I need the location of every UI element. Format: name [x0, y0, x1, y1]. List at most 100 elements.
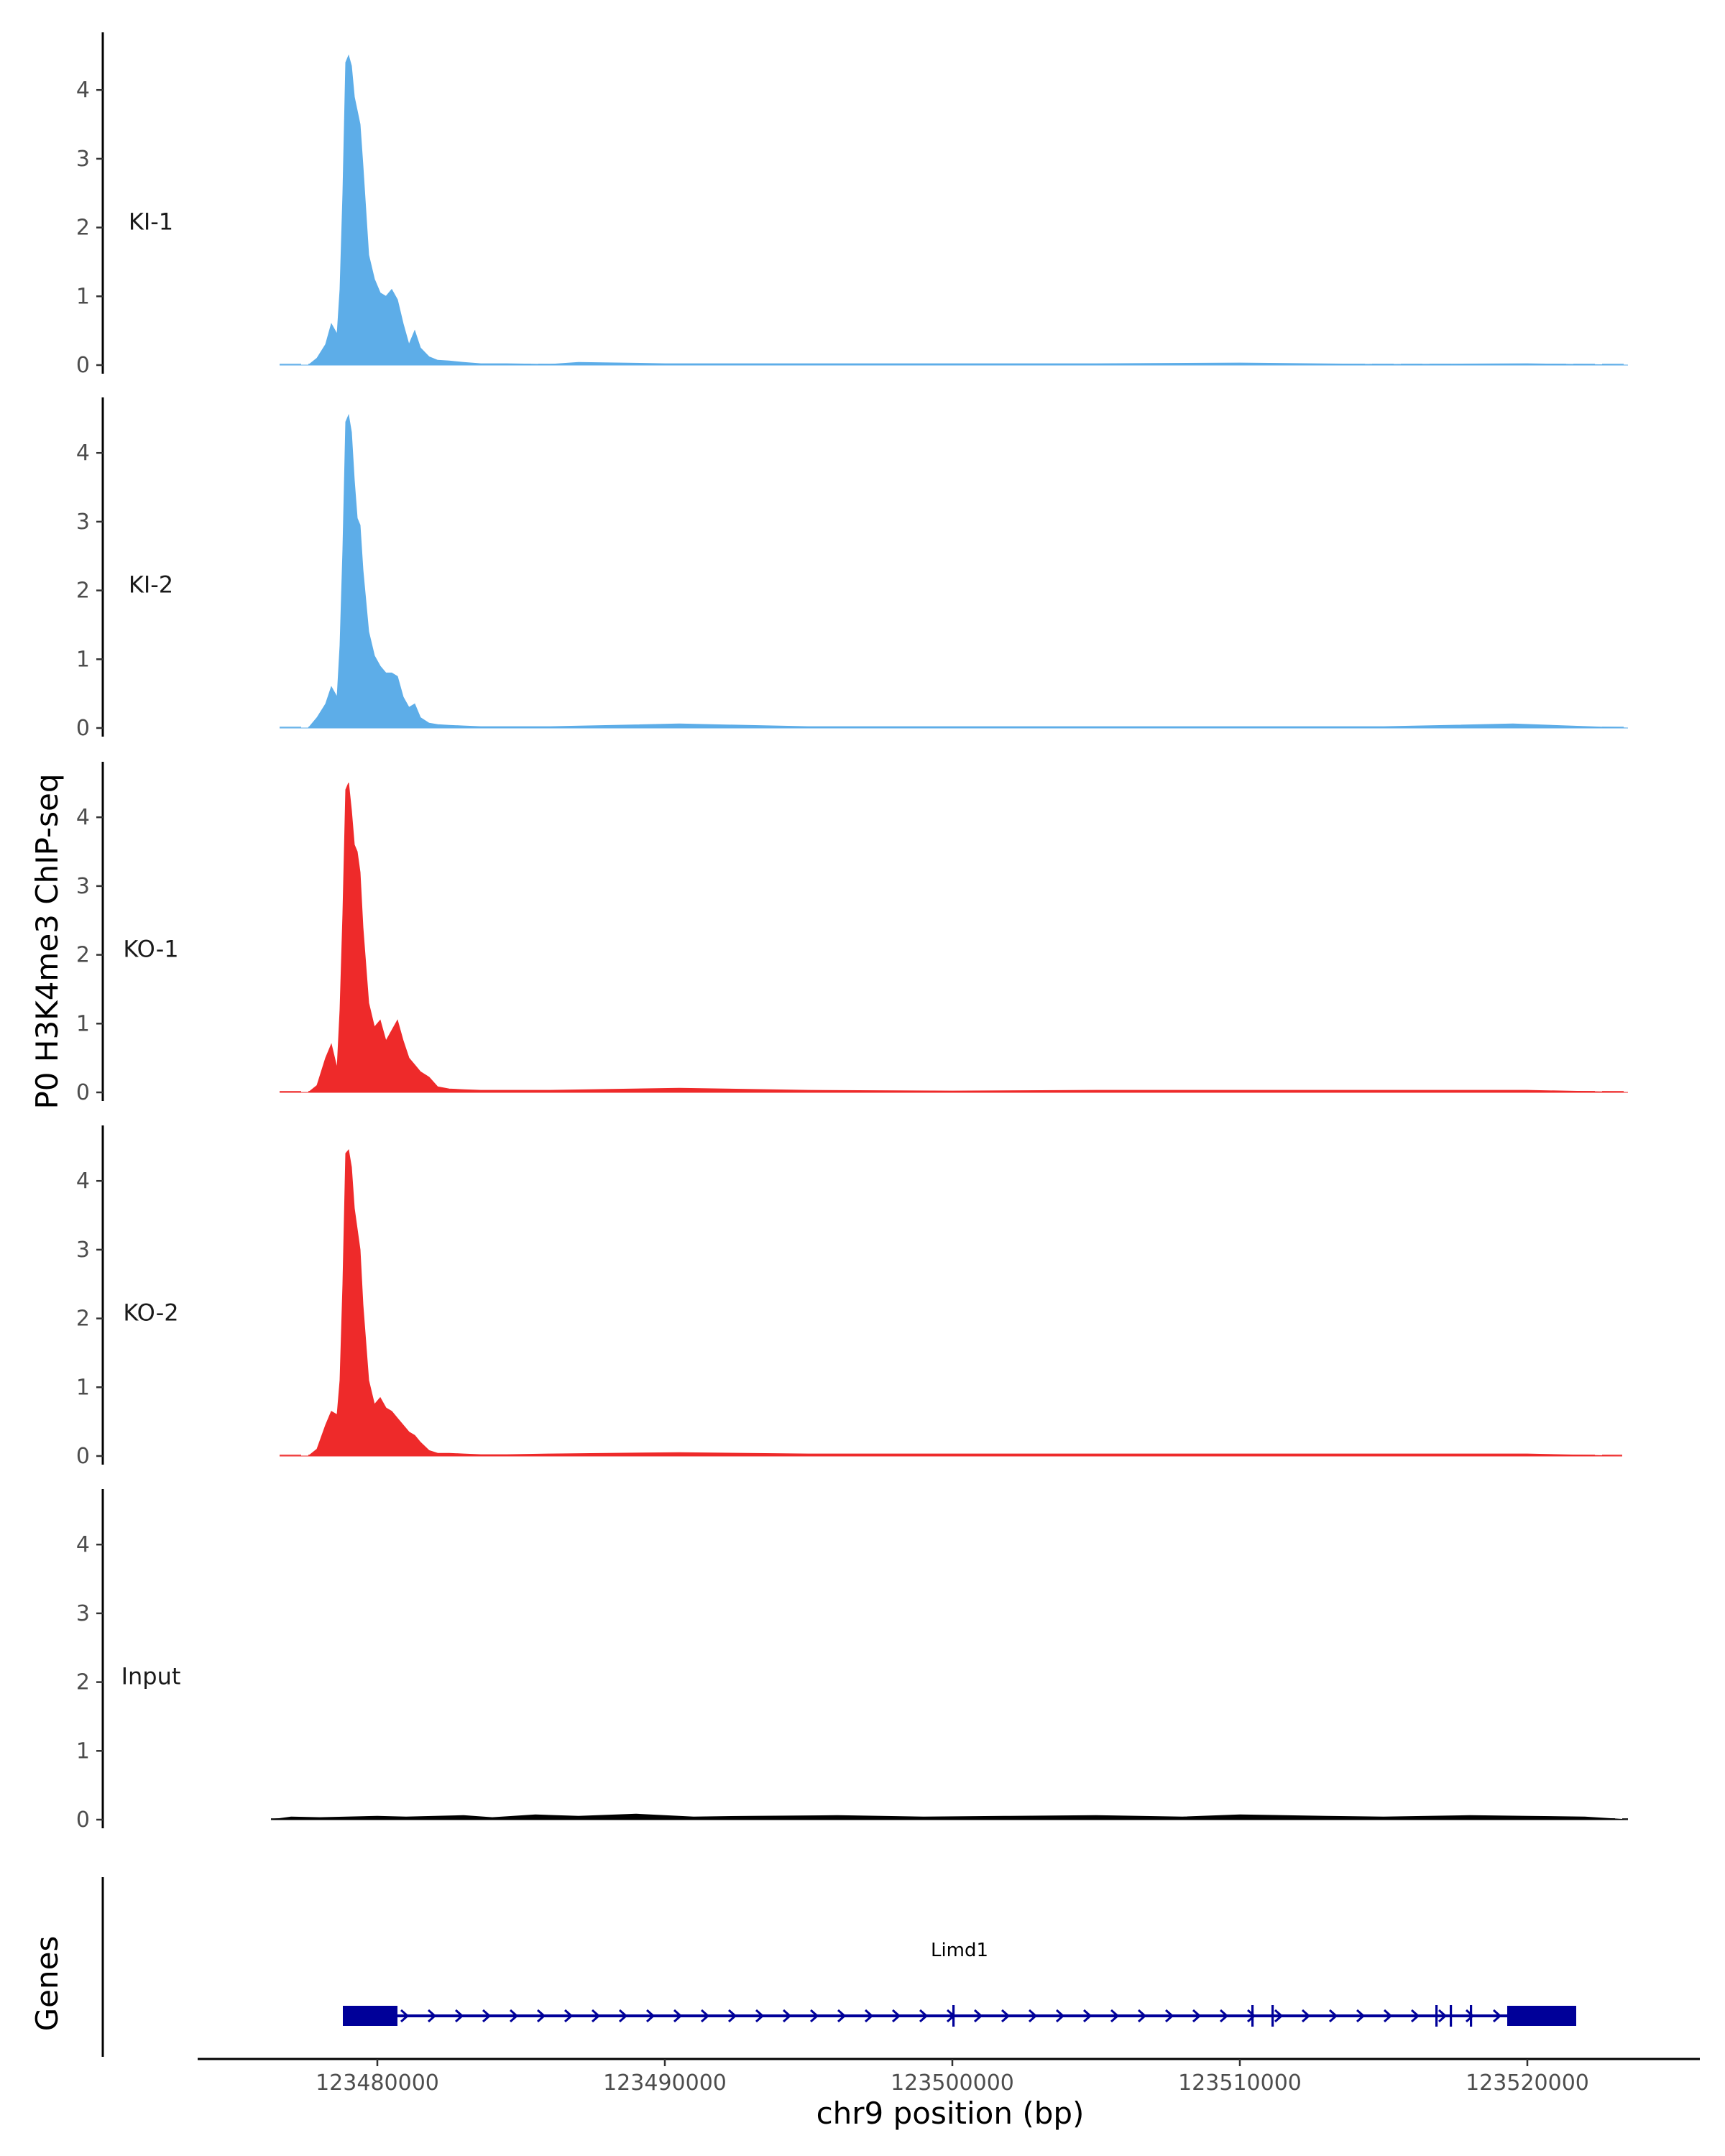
- strand-chevron: [892, 2009, 901, 2023]
- strand-chevron: [1356, 2009, 1366, 2023]
- strand-chevron: [510, 2009, 519, 2023]
- track-ko-2: 0 1 2 3 4 KO-2: [76, 1125, 1623, 1469]
- y-axis-title: P0 H3K4me3 ChIP-seq: [29, 773, 65, 1109]
- strand-chevron: [646, 2009, 656, 2023]
- y-tick-label: 3: [76, 1601, 90, 1626]
- strand-chevron: [1274, 2009, 1284, 2023]
- y-tick-label: 4: [76, 441, 90, 466]
- gene-exon: [1435, 2005, 1438, 2027]
- strand-chevron: [428, 2009, 437, 2023]
- x-axis-title: chr9 position (bp): [816, 2096, 1085, 2131]
- y-tick-label: 2: [76, 579, 90, 604]
- track-ki-2: 0 1 2 3 4 KI-2: [76, 397, 1629, 741]
- x-tick-label: 123520000: [1466, 2070, 1589, 2096]
- x-tick-label: 123500000: [891, 2070, 1014, 2096]
- strand-chevron: [974, 2009, 983, 2023]
- y-tick-label: 4: [76, 1532, 90, 1557]
- signal-area: [280, 1148, 1623, 1457]
- strand-chevron: [1220, 2009, 1229, 2023]
- y-tick-label: 1: [76, 1375, 90, 1400]
- y-tick-label: 4: [76, 78, 90, 103]
- track-ko-1: 0 1 2 3 4 KO-1: [76, 762, 1629, 1105]
- genes-track-title: Genes: [29, 1936, 65, 2032]
- strand-chevron: [1056, 2009, 1065, 2023]
- y-tick-label: 4: [76, 1169, 90, 1194]
- strand-chevron: [1302, 2009, 1311, 2023]
- y-tick-label: 2: [76, 216, 90, 241]
- x-tick-label: 123480000: [316, 2070, 439, 2096]
- strand-chevron: [1001, 2009, 1011, 2023]
- strand-chevron: [537, 2009, 546, 2023]
- y-tick-label: 0: [76, 1444, 90, 1469]
- gene-exon: [1507, 2006, 1576, 2026]
- gene-exon: [1271, 2005, 1274, 2027]
- strand-chevron: [564, 2009, 574, 2023]
- strand-chevron: [1138, 2009, 1147, 2023]
- gene-exon: [1470, 2005, 1473, 2027]
- strand-chevron: [400, 2009, 410, 2023]
- track-input: 0 1 2 3 4 Input: [76, 1489, 1629, 1833]
- strand-chevron: [1466, 2009, 1475, 2023]
- y-tick-label: 1: [76, 1738, 90, 1764]
- track-label: Input: [121, 1662, 181, 1690]
- y-tick-label: 4: [76, 805, 90, 830]
- x-tick-label: 123510000: [1178, 2070, 1302, 2096]
- strand-chevron: [1411, 2009, 1420, 2023]
- y-tick-label: 3: [76, 874, 90, 899]
- track-label: KI-2: [129, 571, 173, 598]
- strand-chevron: [619, 2009, 628, 2023]
- track-label: KO-1: [123, 935, 178, 962]
- y-tick-label: 0: [76, 353, 90, 378]
- signal-area: [280, 783, 1629, 1093]
- y-tick-label: 1: [76, 284, 90, 309]
- strand-chevron: [1165, 2009, 1174, 2023]
- strand-chevron: [1438, 2009, 1448, 2023]
- strand-chevron: [455, 2009, 464, 2023]
- y-tick-label: 1: [76, 647, 90, 672]
- strand-chevron: [1110, 2009, 1120, 2023]
- gene-exon: [343, 2006, 397, 2026]
- y-tick-label: 2: [76, 1307, 90, 1332]
- strand-chevron: [783, 2009, 792, 2023]
- strand-chevron: [592, 2009, 601, 2023]
- strand-chevron: [755, 2009, 765, 2023]
- strand-chevron: [482, 2009, 492, 2023]
- gene-track: Limd1: [101, 1877, 1576, 2057]
- strand-chevron: [1247, 2009, 1256, 2023]
- strand-chevron: [701, 2009, 710, 2023]
- track-label: KI-1: [129, 208, 173, 235]
- strand-chevron: [837, 2009, 847, 2023]
- strand-chevron: [1192, 2009, 1202, 2023]
- strand-chevron: [1083, 2009, 1092, 2023]
- signal-area: [280, 54, 1629, 366]
- y-tick-label: 1: [76, 1011, 90, 1036]
- strand-chevron: [1029, 2009, 1038, 2023]
- signal-area: [280, 413, 1629, 729]
- y-tick-label: 0: [76, 1080, 90, 1105]
- strand-chevron: [673, 2009, 683, 2023]
- y-tick-label: 0: [76, 716, 90, 741]
- strand-chevron: [919, 2009, 929, 2023]
- gene-name-label: Limd1: [931, 1940, 988, 1961]
- track-ki-1: 0 1 2 3 4 KI-1: [76, 32, 1629, 378]
- y-tick-label: 3: [76, 1238, 90, 1263]
- strand-chevron: [865, 2009, 874, 2023]
- strand-chevron: [1493, 2009, 1502, 2023]
- y-tick-label: 0: [76, 1807, 90, 1833]
- x-tick-label: 123490000: [603, 2070, 727, 2096]
- strand-chevron: [1329, 2009, 1338, 2023]
- strand-chevron: [810, 2009, 819, 2023]
- gene-exon: [1450, 2005, 1453, 2027]
- track-label: KO-2: [123, 1299, 178, 1326]
- y-tick-label: 3: [76, 147, 90, 172]
- gene-exon: [1251, 2005, 1254, 2027]
- y-tick-label: 2: [76, 1670, 90, 1695]
- y-tick-label: 2: [76, 943, 90, 968]
- strand-chevron: [1384, 2009, 1393, 2023]
- gene-exon: [952, 2005, 955, 2027]
- strand-chevron: [728, 2009, 737, 2023]
- y-tick-label: 3: [76, 510, 90, 535]
- x-axis: 123480000 123490000 123500000 123510000 1235…: [198, 2058, 1700, 2096]
- signal-tracks: 0 1 2 3 4 KI-1 0 1 2 3 4 KI-2 0 1 2 3 4 KO-1 0 1 2 3 4 KO-2 0 1 2 3…: [76, 32, 1629, 1833]
